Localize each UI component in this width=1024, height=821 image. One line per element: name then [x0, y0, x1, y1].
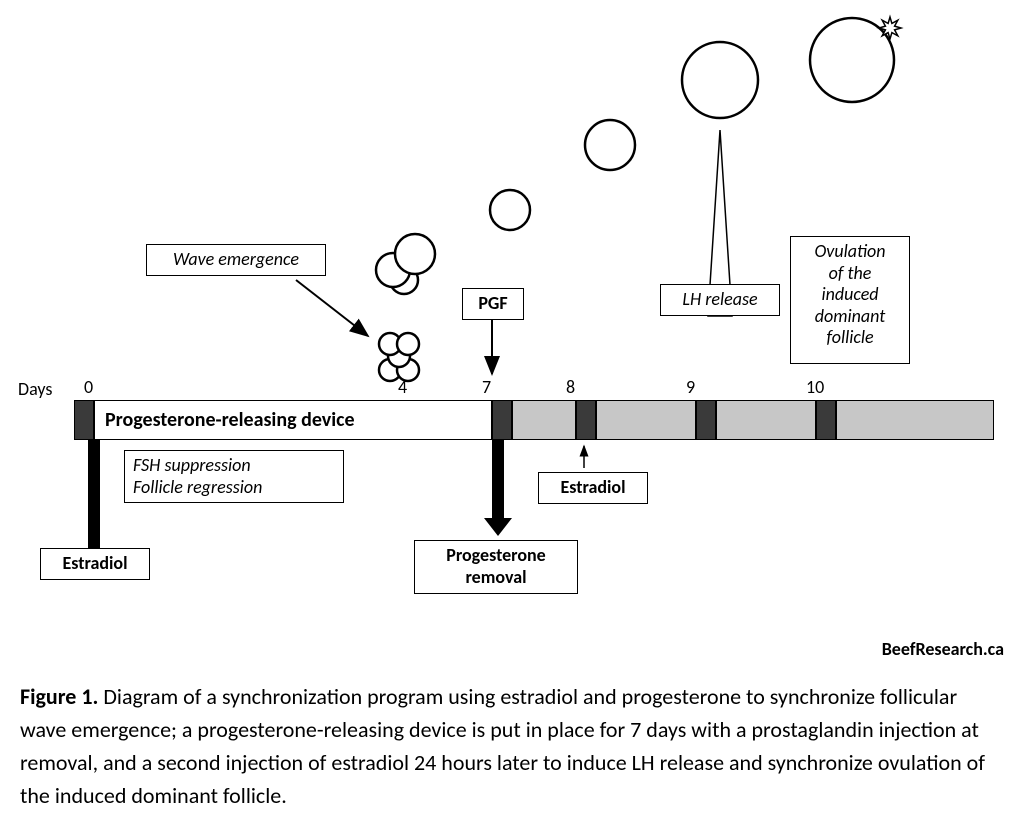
estradiol-right-label: Estradiol [538, 472, 648, 504]
synchronization-diagram: Days Progesterone-releasing device 04789… [0, 0, 1024, 660]
timeline-segment [512, 400, 576, 440]
timeline-bar: Progesterone-releasing device [74, 400, 994, 440]
progesterone-removal-label: Progesteroneremoval [414, 540, 578, 594]
attribution: BeefResearch.ca [882, 638, 1004, 660]
timeline-segment [492, 400, 512, 440]
timeline-segment [836, 400, 994, 440]
day-label: 4 [398, 376, 407, 398]
caption-lead: Figure 1. [20, 683, 98, 710]
day-label: 7 [482, 376, 491, 398]
day-label: 9 [686, 376, 695, 398]
wave-emergence-label: Wave emergence [146, 244, 326, 276]
timeline-segment [696, 400, 716, 440]
timeline-segment [716, 400, 816, 440]
day-label: 10 [806, 376, 824, 398]
timeline-segment [816, 400, 836, 440]
pgf-label: PGF [462, 288, 524, 320]
caption-text: Diagram of a synchronization program usi… [20, 683, 985, 809]
ovulation-label: Ovulationof theinduceddominantfollicle [790, 236, 910, 364]
figure-caption: Figure 1. Diagram of a synchronization p… [20, 680, 1004, 812]
fsh-suppression-label: FSH suppressionFollicle regression [124, 450, 344, 503]
progesterone-device-segment: Progesterone-releasing device [94, 400, 492, 440]
lh-release-label: LH release [660, 284, 780, 316]
estradiol-bottom-label: Estradiol [40, 548, 150, 580]
day-label: 8 [566, 376, 575, 398]
timeline-segment [74, 400, 94, 440]
day-label: 0 [84, 376, 93, 398]
timeline-segment [596, 400, 696, 440]
timeline-segment [576, 400, 596, 440]
